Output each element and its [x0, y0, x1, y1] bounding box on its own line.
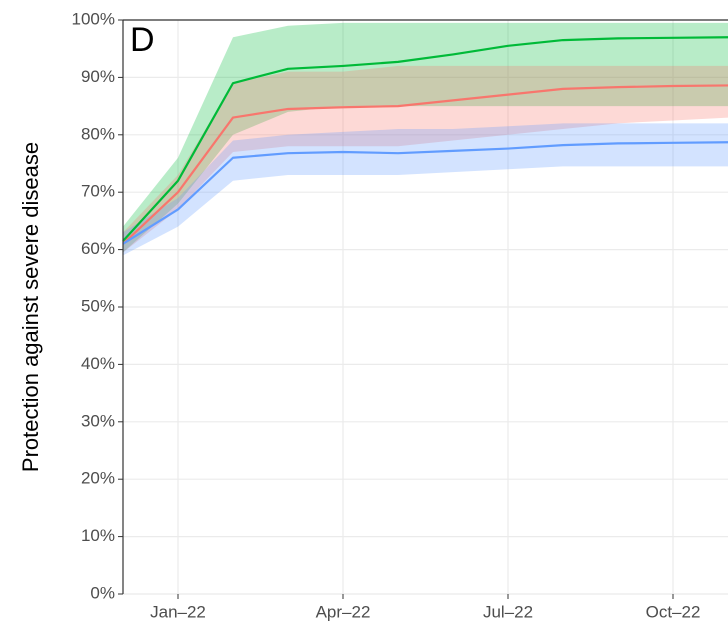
y-tick-label: 0% — [90, 583, 115, 602]
y-tick-label: 30% — [81, 411, 115, 430]
y-tick-label: 50% — [81, 296, 115, 315]
y-tick-label: 40% — [81, 354, 115, 373]
confidence-band — [123, 22, 728, 253]
x-tick-label: Apr–22 — [316, 602, 371, 621]
y-tick-label: 20% — [81, 469, 115, 488]
x-tick-label: Jul–22 — [483, 602, 533, 621]
y-tick-label: 80% — [81, 124, 115, 143]
y-tick-label: 70% — [81, 182, 115, 201]
panel-label: D — [130, 21, 155, 59]
y-tick-label: 100% — [72, 9, 115, 28]
y-tick-label: 10% — [81, 526, 115, 545]
series-line — [122, 141, 728, 245]
y-tick-label: 60% — [81, 239, 115, 258]
confidence-band — [123, 123, 728, 256]
y-tick-label: 90% — [81, 67, 115, 86]
x-tick-label: Oct–22 — [646, 602, 701, 621]
confidence-band — [123, 65, 728, 253]
series-line — [122, 36, 728, 242]
x-tick-label: Jan–22 — [150, 602, 206, 621]
y-axis-label: Protection against severe disease — [18, 142, 43, 472]
series-line — [122, 84, 728, 245]
